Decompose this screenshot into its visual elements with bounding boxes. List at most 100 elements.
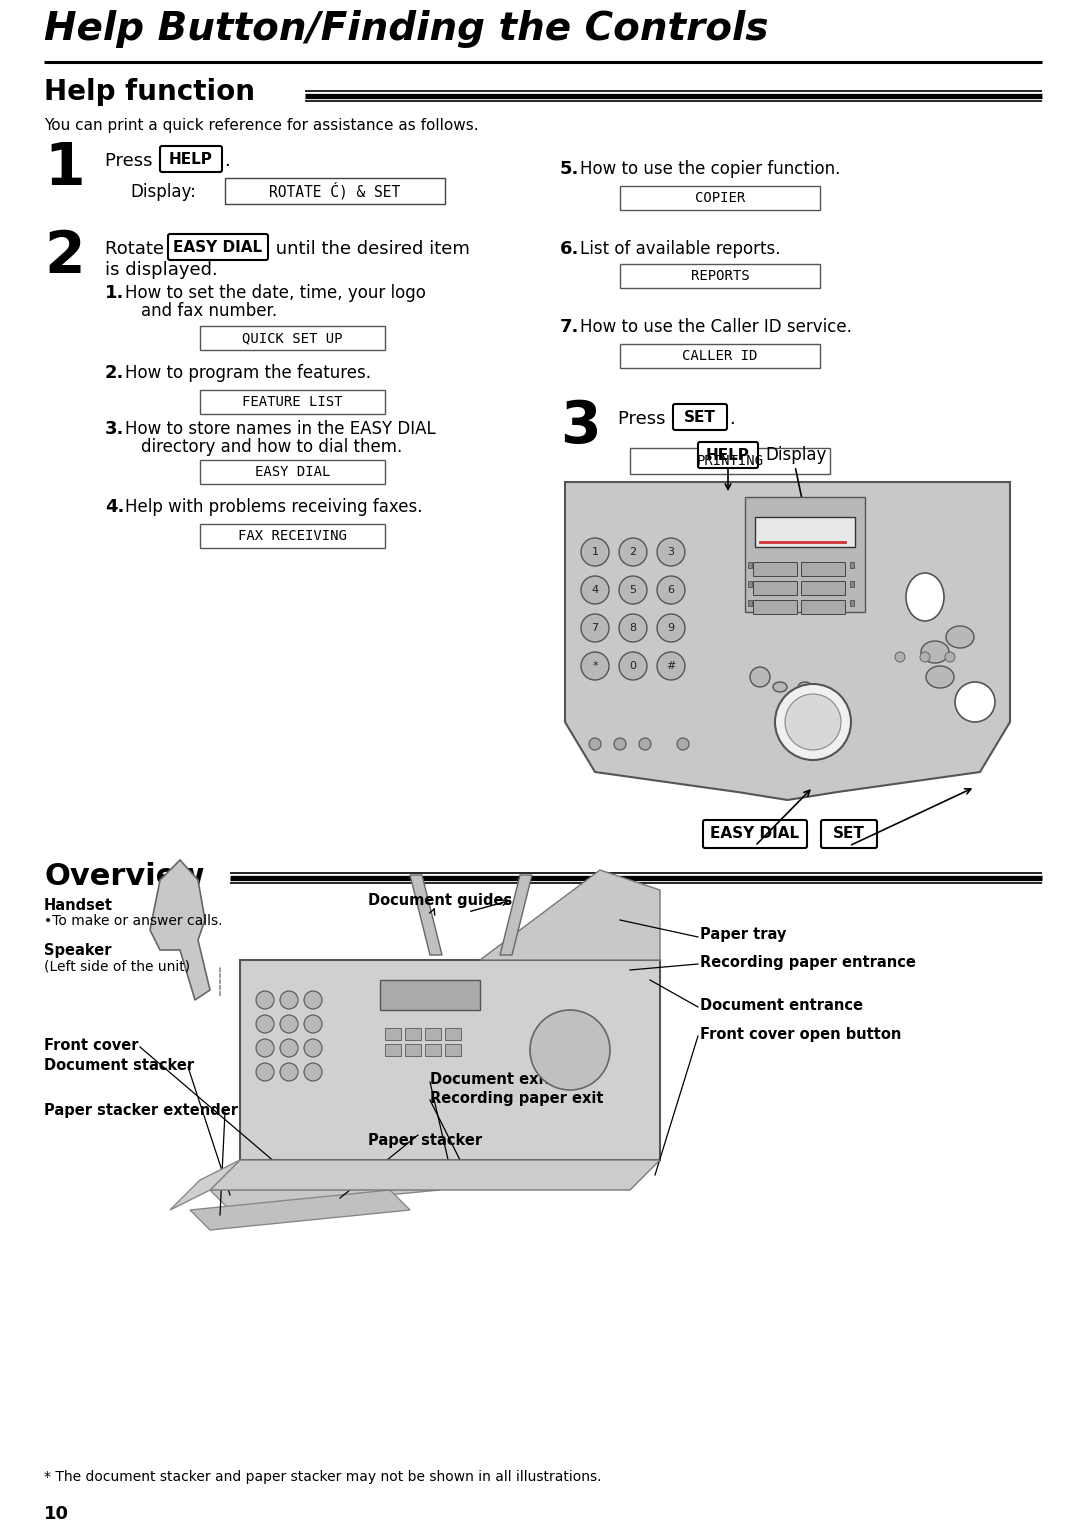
- Text: QUICK SET UP: QUICK SET UP: [242, 331, 342, 345]
- Text: Speaker: Speaker: [44, 943, 111, 957]
- Text: #: #: [666, 661, 676, 671]
- Text: 4: 4: [592, 584, 598, 595]
- FancyBboxPatch shape: [801, 562, 845, 575]
- Text: Help Button/Finding the Controls: Help Button/Finding the Controls: [44, 11, 769, 47]
- Circle shape: [895, 652, 905, 662]
- Text: ROTATE Ć) & SET: ROTATE Ć) & SET: [269, 182, 401, 200]
- Text: Paper tray: Paper tray: [700, 928, 786, 943]
- FancyBboxPatch shape: [405, 1044, 421, 1056]
- Text: How to program the features.: How to program the features.: [125, 365, 372, 382]
- Text: is displayed.: is displayed.: [105, 261, 218, 279]
- Text: •To make or answer calls.: •To make or answer calls.: [44, 914, 222, 928]
- Text: 1: 1: [44, 140, 84, 197]
- FancyBboxPatch shape: [753, 581, 797, 595]
- Circle shape: [619, 539, 647, 566]
- Circle shape: [581, 613, 609, 642]
- Text: 3.: 3.: [105, 420, 124, 438]
- FancyBboxPatch shape: [380, 980, 480, 1010]
- Text: *: *: [592, 661, 598, 671]
- FancyBboxPatch shape: [801, 581, 845, 595]
- Text: Help with problems receiving faxes.: Help with problems receiving faxes.: [125, 497, 422, 516]
- Text: EASY DIAL: EASY DIAL: [711, 827, 799, 841]
- FancyBboxPatch shape: [200, 391, 384, 414]
- Text: Document guides: Document guides: [368, 893, 512, 908]
- FancyBboxPatch shape: [748, 562, 752, 568]
- Text: How to use the Caller ID service.: How to use the Caller ID service.: [580, 317, 852, 336]
- Circle shape: [581, 539, 609, 566]
- Circle shape: [256, 1015, 274, 1033]
- FancyBboxPatch shape: [698, 443, 758, 468]
- Text: HELP: HELP: [170, 151, 213, 166]
- Text: 5.: 5.: [561, 160, 579, 179]
- Ellipse shape: [946, 626, 974, 649]
- FancyBboxPatch shape: [755, 517, 855, 546]
- Text: PRINTING: PRINTING: [697, 455, 764, 468]
- Circle shape: [619, 652, 647, 681]
- Text: (Left side of the unit): (Left side of the unit): [44, 958, 190, 974]
- Text: CALLER ID: CALLER ID: [683, 349, 758, 363]
- Text: 5: 5: [630, 584, 636, 595]
- Circle shape: [280, 1039, 298, 1058]
- Text: and fax number.: and fax number.: [141, 302, 278, 320]
- Circle shape: [280, 1015, 298, 1033]
- Circle shape: [639, 739, 651, 749]
- Text: 3: 3: [561, 398, 600, 455]
- Text: directory and how to dial them.: directory and how to dial them.: [141, 438, 402, 456]
- Text: HELP: HELP: [706, 447, 750, 462]
- FancyBboxPatch shape: [753, 562, 797, 575]
- Circle shape: [657, 575, 685, 604]
- FancyBboxPatch shape: [445, 1029, 461, 1041]
- FancyBboxPatch shape: [620, 343, 820, 368]
- Text: Paper stacker extender: Paper stacker extender: [44, 1102, 238, 1117]
- FancyBboxPatch shape: [225, 179, 445, 204]
- FancyBboxPatch shape: [850, 581, 854, 588]
- Text: 1.: 1.: [105, 284, 124, 302]
- Text: SET: SET: [684, 409, 716, 424]
- FancyBboxPatch shape: [405, 1029, 421, 1041]
- Text: Front cover open button: Front cover open button: [700, 1027, 902, 1042]
- Circle shape: [256, 1039, 274, 1058]
- Text: List of available reports.: List of available reports.: [580, 240, 781, 258]
- FancyBboxPatch shape: [445, 1044, 461, 1056]
- Text: 9: 9: [667, 623, 675, 633]
- Ellipse shape: [926, 665, 954, 688]
- Circle shape: [750, 667, 770, 687]
- Circle shape: [657, 539, 685, 566]
- Circle shape: [619, 613, 647, 642]
- Circle shape: [657, 613, 685, 642]
- Circle shape: [256, 1064, 274, 1080]
- Ellipse shape: [783, 699, 833, 714]
- Text: Display:: Display:: [130, 183, 195, 201]
- Text: 0: 0: [630, 661, 636, 671]
- Polygon shape: [500, 874, 532, 955]
- FancyBboxPatch shape: [801, 600, 845, 613]
- Text: 2: 2: [44, 227, 84, 285]
- FancyBboxPatch shape: [630, 449, 831, 475]
- Text: REPORTS: REPORTS: [691, 269, 750, 282]
- Circle shape: [280, 1064, 298, 1080]
- Circle shape: [785, 694, 841, 749]
- Text: Front cover: Front cover: [44, 1038, 138, 1053]
- Text: Document stacker: Document stacker: [44, 1058, 194, 1073]
- Circle shape: [589, 739, 600, 749]
- Text: .: .: [729, 410, 734, 427]
- FancyBboxPatch shape: [850, 600, 854, 606]
- FancyBboxPatch shape: [748, 581, 752, 588]
- FancyBboxPatch shape: [745, 497, 865, 612]
- Ellipse shape: [798, 682, 812, 691]
- Text: 1: 1: [592, 546, 598, 557]
- Text: Rotate: Rotate: [105, 240, 170, 258]
- Polygon shape: [170, 1160, 240, 1210]
- Polygon shape: [190, 1190, 410, 1230]
- Circle shape: [581, 652, 609, 681]
- Text: Document entrance: Document entrance: [700, 998, 863, 1012]
- Ellipse shape: [906, 572, 944, 621]
- Text: Press: Press: [618, 410, 672, 427]
- Polygon shape: [210, 1170, 440, 1210]
- FancyBboxPatch shape: [200, 327, 384, 349]
- Ellipse shape: [773, 682, 787, 691]
- FancyBboxPatch shape: [703, 819, 807, 848]
- FancyBboxPatch shape: [200, 459, 384, 484]
- Text: Display: Display: [765, 446, 826, 464]
- Circle shape: [303, 1064, 322, 1080]
